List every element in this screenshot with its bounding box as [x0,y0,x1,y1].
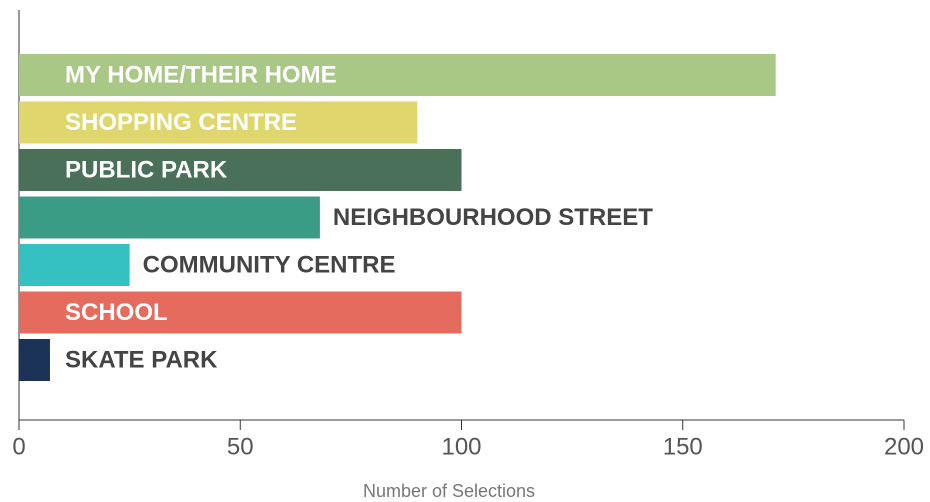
bar [19,291,462,334]
category-label: SCHOOL [65,299,168,326]
x-tick-label: 150 [663,433,703,460]
bar [19,339,50,381]
x-tick-label: 0 [12,433,25,460]
category-label: SKATE PARK [65,346,218,373]
bar [19,101,418,144]
x-axis-title: Number of Selections [363,481,535,501]
bar [19,196,320,239]
category-label: NEIGHBOURHOOD STREET [333,204,653,231]
x-tick-label: 100 [441,433,481,460]
category-label: COMMUNITY CENTRE [143,251,396,278]
bar [19,149,462,191]
category-label: SHOPPING CENTRE [65,109,297,136]
x-tick-label: 50 [227,433,254,460]
category-label: MY HOME/THEIR HOME [65,61,337,88]
bar [19,244,130,286]
x-tick-label: 200 [884,433,924,460]
category-label: PUBLIC PARK [65,156,228,183]
bar [19,54,776,96]
